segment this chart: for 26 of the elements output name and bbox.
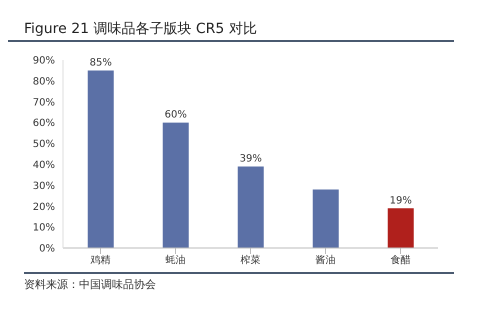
y-tick-label: 90% xyxy=(32,56,55,67)
bar xyxy=(162,122,189,248)
x-tick-label: 榨菜 xyxy=(240,254,260,266)
y-tick-label: 60% xyxy=(32,118,55,130)
x-tick-label: 食醋 xyxy=(390,254,410,266)
y-tick-label: 10% xyxy=(32,222,55,234)
chart-title: Figure 21 调味品各子版块 CR5 对比 xyxy=(8,8,454,42)
bar xyxy=(388,208,414,248)
y-tick-label: 80% xyxy=(32,76,55,88)
bar xyxy=(238,166,264,248)
data-label: 60% xyxy=(164,110,187,121)
data-label: 39% xyxy=(240,154,262,165)
bar xyxy=(88,70,114,248)
y-tick-label: 30% xyxy=(32,180,55,192)
bar xyxy=(312,190,339,248)
data-label: 85% xyxy=(90,57,112,68)
y-tick-label: 70% xyxy=(32,97,55,108)
data-label: 19% xyxy=(390,195,412,206)
y-tick-label: 20% xyxy=(32,202,55,213)
x-tick-label: 酱油 xyxy=(316,254,336,266)
text: 资料来源：中国调味品协会 xyxy=(24,277,157,292)
x-tick-label: 鸡精 xyxy=(90,254,110,266)
y-tick-label: 40% xyxy=(32,160,55,171)
y-tick-label: 0% xyxy=(39,244,55,255)
y-tick-label: 50% xyxy=(32,139,55,150)
x-tick-label: 蚝油 xyxy=(166,254,186,266)
